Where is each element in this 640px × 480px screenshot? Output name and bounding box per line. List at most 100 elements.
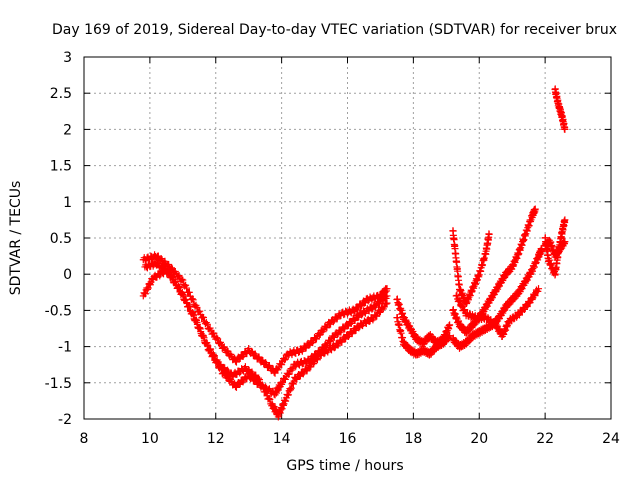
x-tick-label: 8	[80, 431, 89, 447]
data-point	[561, 238, 569, 246]
data-point	[446, 321, 454, 329]
data-point	[535, 285, 543, 293]
series-track-d	[393, 295, 454, 349]
data-point	[344, 333, 352, 341]
data-point	[289, 380, 297, 388]
data-point	[175, 272, 183, 280]
data-point	[383, 285, 391, 293]
data-point	[446, 332, 454, 340]
data-point	[195, 324, 203, 332]
data-points	[139, 85, 569, 421]
data-point	[284, 391, 292, 399]
data-point	[368, 305, 376, 313]
data-point	[188, 295, 196, 303]
data-point	[172, 278, 180, 286]
data-point	[189, 296, 197, 304]
data-point	[528, 295, 536, 303]
data-point	[209, 350, 217, 358]
data-point	[310, 360, 318, 368]
data-point	[266, 395, 274, 403]
data-point	[285, 370, 293, 378]
data-point	[287, 384, 295, 392]
data-point	[561, 125, 569, 133]
data-point	[262, 388, 270, 396]
data-point	[185, 302, 193, 310]
data-point	[281, 375, 289, 383]
data-point	[224, 366, 232, 374]
series-track-l	[551, 85, 569, 133]
data-point	[312, 335, 320, 343]
data-point	[175, 282, 183, 290]
data-point	[244, 365, 252, 373]
series-track-a	[139, 251, 391, 377]
data-point	[220, 343, 228, 351]
data-point	[485, 230, 493, 238]
data-point	[561, 216, 569, 224]
series-track-k	[541, 236, 569, 261]
data-point	[146, 280, 154, 288]
data-point	[453, 291, 461, 299]
data-point	[329, 318, 337, 326]
data-point	[179, 291, 187, 299]
data-point	[168, 264, 176, 272]
series-track-g	[449, 205, 539, 337]
data-point	[330, 344, 338, 352]
data-point	[523, 303, 531, 311]
data-point	[200, 334, 208, 342]
data-point	[457, 302, 465, 310]
data-point	[196, 325, 204, 333]
data-point	[315, 331, 323, 339]
x-tick-labels: 8 10 12 14 16 18 20 22 24	[80, 431, 620, 447]
data-point	[382, 300, 390, 308]
y-tick-label: 2	[63, 122, 72, 138]
y-axis-label: SDTVAR / TECUs	[8, 181, 24, 296]
data-point	[259, 384, 267, 392]
data-point	[256, 376, 264, 384]
y-tick-label: 0.5	[50, 231, 72, 247]
y-tick-label: -1	[58, 340, 72, 356]
data-point	[355, 324, 363, 332]
data-point	[323, 324, 331, 332]
axis-ticks	[83, 56, 612, 420]
x-tick-label: 10	[141, 431, 159, 447]
data-point	[287, 386, 295, 394]
data-point	[344, 322, 351, 330]
y-tick-label: 3	[63, 50, 72, 66]
series-track-e	[393, 314, 454, 359]
data-point	[193, 303, 201, 311]
x-tick-label: 14	[273, 431, 291, 447]
data-point	[375, 308, 383, 316]
y-tick-label: 0	[63, 267, 72, 283]
y-tick-labels: -2 -1.5 -1 -0.5 0 0.5 1 1.5 2 2.5 3	[45, 50, 72, 428]
data-point	[282, 397, 290, 405]
y-tick-label: 1	[63, 195, 72, 211]
data-point	[278, 361, 286, 369]
data-point	[373, 312, 381, 320]
data-point	[333, 331, 341, 339]
x-tick-label: 22	[536, 431, 554, 447]
data-point	[203, 320, 211, 328]
data-point	[164, 268, 172, 276]
data-point	[456, 297, 464, 305]
data-point	[531, 292, 539, 300]
data-point	[455, 296, 463, 304]
data-point	[248, 347, 256, 355]
data-point	[200, 314, 208, 322]
data-point	[213, 334, 221, 342]
chart-title: Day 169 of 2019, Sidereal Day-to-day VTE…	[52, 22, 617, 38]
data-point	[350, 308, 358, 316]
data-point	[185, 288, 193, 296]
data-point	[383, 299, 391, 307]
data-point	[193, 320, 201, 328]
data-point	[183, 284, 191, 292]
data-point	[203, 339, 211, 347]
x-tick-label: 12	[207, 431, 225, 447]
x-tick-label: 18	[404, 431, 422, 447]
x-tick-label: 16	[339, 431, 357, 447]
x-tick-label: 24	[602, 431, 620, 447]
data-point	[383, 292, 391, 300]
x-tick-label: 20	[470, 431, 488, 447]
data-point	[176, 283, 184, 291]
series-track-i	[452, 285, 543, 341]
